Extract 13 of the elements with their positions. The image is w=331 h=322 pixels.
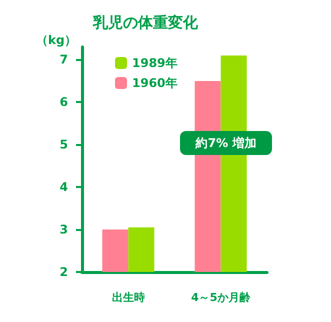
legend-label: 1960年 <box>132 76 178 90</box>
y-axis-title: （kg） <box>36 33 77 47</box>
y-tick-label: 2 <box>60 265 68 279</box>
y-tick-label: 5 <box>60 138 68 152</box>
y-tick-label: 4 <box>60 180 68 194</box>
legend-label: 1989年 <box>132 56 178 70</box>
x-tick-label: 4～5か月齢 <box>191 291 252 304</box>
x-tick-label: 出生時 <box>112 291 145 304</box>
chart-title: 乳児の体重変化 <box>92 14 199 32</box>
y-tick-label: 6 <box>60 95 68 110</box>
y-tick-label: 3 <box>60 222 68 237</box>
y-tick-label: 7 <box>60 52 68 67</box>
annotation: 約7% 増加 <box>194 136 256 150</box>
